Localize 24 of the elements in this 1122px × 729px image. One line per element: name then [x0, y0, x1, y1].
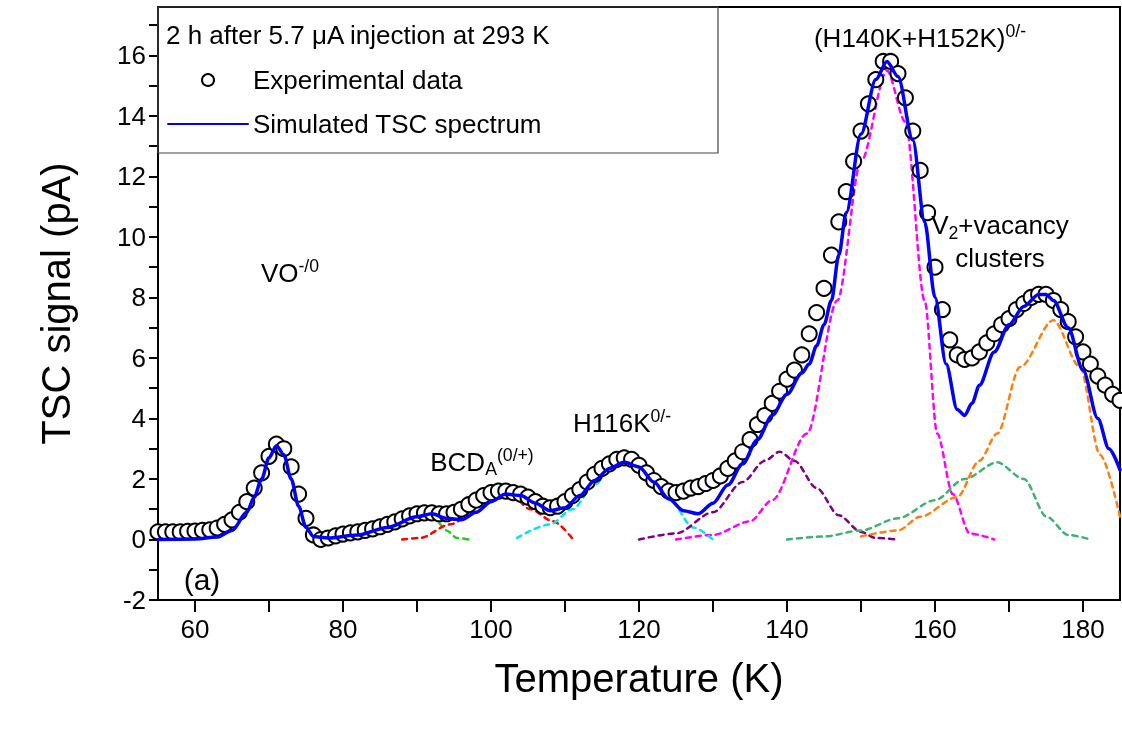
- y-tick-label: 14: [117, 100, 146, 131]
- x-tick-label: 60: [180, 614, 210, 644]
- y-axis-title: TSC signal (pA): [34, 162, 78, 445]
- y-tick-label: -2: [122, 585, 146, 615]
- legend-label: Simulated TSC spectrum: [253, 109, 542, 139]
- y-tick-label: 16: [117, 40, 146, 71]
- x-tick-label: 100: [469, 614, 513, 644]
- y-tick-label: 4: [131, 403, 146, 434]
- x-tick-label: 120: [617, 614, 661, 644]
- x-tick-label: 140: [765, 614, 809, 644]
- y-tick-label: 2: [131, 463, 146, 494]
- annotation: (a): [183, 562, 221, 596]
- x-tick-label: 80: [328, 614, 358, 644]
- x-axis-title: Temperature (K): [494, 656, 784, 700]
- x-tick-label: 160: [913, 614, 957, 644]
- y-tick-label: 6: [131, 342, 146, 373]
- legend-title: 2 h after 5.7 μA injection at 293 K: [166, 20, 551, 50]
- y-tick-label: 8: [131, 282, 146, 313]
- y-tick-label: 0: [131, 524, 146, 555]
- x-tick-label: 180: [1061, 614, 1105, 644]
- line-series: [785, 461, 1092, 541]
- y-tick-label: 12: [117, 161, 146, 192]
- y-tick-label: 10: [117, 221, 146, 252]
- legend-label: Experimental data: [253, 65, 464, 95]
